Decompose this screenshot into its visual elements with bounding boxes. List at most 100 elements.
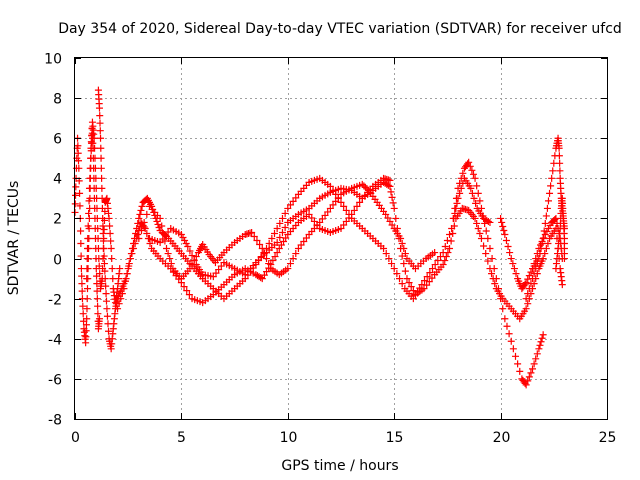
data-point <box>342 217 350 225</box>
x-axis-label: GPS time / hours <box>281 458 398 474</box>
data-point <box>156 214 164 222</box>
data-point <box>276 219 284 227</box>
data-point <box>120 285 128 293</box>
data-point <box>361 183 369 191</box>
data-point <box>123 270 131 278</box>
data-point <box>138 226 145 234</box>
data-point <box>75 164 83 172</box>
data-point <box>98 174 106 182</box>
data-point <box>473 182 481 190</box>
data-point <box>117 295 125 303</box>
data-point <box>512 270 520 278</box>
data-point <box>386 182 394 190</box>
data-point <box>510 265 518 273</box>
data-point <box>126 255 134 263</box>
data-point <box>547 182 555 190</box>
data-point <box>215 266 223 274</box>
data-point <box>382 250 390 258</box>
data-point <box>537 241 544 249</box>
data-point <box>104 320 112 328</box>
data-point <box>342 206 350 214</box>
data-point <box>502 237 510 245</box>
data-point <box>182 240 190 248</box>
data-point <box>522 305 530 313</box>
data-point <box>501 230 509 238</box>
data-point <box>292 250 300 258</box>
y-tick-label: 2 <box>53 212 62 228</box>
data-point <box>294 245 302 253</box>
data-point <box>97 134 105 142</box>
data-point <box>125 262 133 270</box>
data-point <box>305 210 313 218</box>
data-point <box>423 273 431 281</box>
data-point <box>263 268 271 276</box>
data-point <box>353 202 361 210</box>
data-point <box>257 274 265 282</box>
data-point <box>114 305 122 313</box>
data-point <box>98 194 106 202</box>
data-point <box>529 265 537 273</box>
data-point <box>96 119 104 127</box>
data-point <box>446 230 454 238</box>
data-point <box>96 112 104 120</box>
data-point <box>122 277 130 285</box>
data-point <box>484 235 492 242</box>
data-point <box>161 231 169 239</box>
data-point <box>514 360 522 368</box>
data-point <box>428 274 436 282</box>
data-point <box>292 194 300 202</box>
data-point <box>321 211 329 219</box>
data-point <box>459 169 467 177</box>
data-point <box>467 184 475 192</box>
data-point <box>83 315 91 323</box>
x-tick-label: 25 <box>599 430 617 446</box>
data-point <box>400 245 408 253</box>
data-point <box>186 247 194 255</box>
data-point <box>543 204 551 212</box>
data-point <box>286 201 294 209</box>
data-point <box>457 184 465 192</box>
data-point <box>524 377 532 385</box>
data-point <box>385 255 393 263</box>
data-point <box>529 275 537 283</box>
data-point <box>103 312 111 320</box>
data-point <box>91 144 99 152</box>
data-point <box>541 219 549 227</box>
data-point <box>505 330 513 338</box>
data-point <box>180 283 188 291</box>
data-point <box>444 249 452 257</box>
data-point <box>407 283 415 291</box>
data-point <box>86 174 94 182</box>
data-point <box>85 197 93 205</box>
data-point <box>546 189 554 197</box>
data-point <box>509 260 517 268</box>
data-point <box>539 331 547 339</box>
data-point <box>527 369 535 377</box>
data-point <box>78 287 86 295</box>
data-point <box>302 234 310 242</box>
data-point <box>326 204 334 212</box>
data-point <box>154 220 162 228</box>
data-point <box>278 214 286 222</box>
data-point <box>265 260 273 268</box>
data-point <box>99 237 107 245</box>
data-point <box>482 227 490 235</box>
data-point <box>101 275 109 283</box>
data-point <box>97 144 105 152</box>
data-point <box>536 341 544 349</box>
x-tick-label: 20 <box>493 430 511 446</box>
data-point <box>78 272 86 280</box>
data-point <box>525 373 533 381</box>
data-point <box>507 337 515 345</box>
data-point <box>153 217 161 225</box>
data-point <box>107 237 115 245</box>
data-point <box>277 241 285 249</box>
data-point <box>99 229 107 237</box>
data-point <box>472 199 480 207</box>
data-point <box>431 249 439 257</box>
data-point <box>538 238 546 246</box>
data-point <box>273 239 281 247</box>
data-point <box>468 189 476 197</box>
data-point <box>83 275 91 283</box>
data-point <box>533 350 541 358</box>
